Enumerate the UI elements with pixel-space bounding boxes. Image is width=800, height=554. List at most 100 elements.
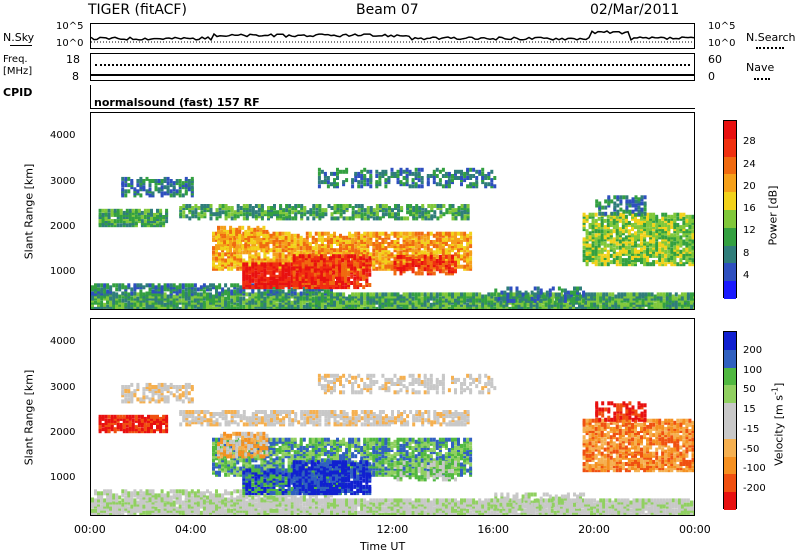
- power-cell: [263, 262, 267, 267]
- power-cell: [650, 292, 654, 297]
- power-cell: [618, 245, 622, 250]
- power-cell: [212, 231, 215, 236]
- power-cell: [405, 244, 409, 249]
- power-cell: [322, 264, 326, 269]
- power-cell: [408, 248, 412, 253]
- power-cell: [184, 183, 188, 188]
- power-cell: [320, 300, 324, 305]
- power-cell: [617, 294, 621, 299]
- power-cell: [127, 283, 131, 288]
- power-cell: [362, 285, 366, 290]
- power-cell: [109, 302, 113, 307]
- power-cell: [402, 300, 406, 305]
- power-cell: [460, 244, 463, 249]
- power-cell: [405, 294, 409, 299]
- power-cell: [466, 176, 470, 180]
- power-cell: [360, 174, 364, 178]
- power-cell: [247, 236, 251, 241]
- power-cell: [292, 268, 296, 273]
- power-cell: [399, 254, 403, 259]
- power-cell: [166, 176, 170, 181]
- power-cell: [163, 292, 167, 297]
- power-cell: [626, 300, 630, 305]
- power-cell: [584, 302, 588, 307]
- power-cell: [463, 174, 467, 178]
- power-cell: [329, 285, 332, 290]
- power-cell: [148, 183, 152, 188]
- power-cell: [326, 231, 330, 236]
- power-cell: [179, 214, 183, 219]
- power-cell: [278, 276, 282, 281]
- power-cell: [326, 250, 330, 255]
- power-cell: [320, 272, 324, 277]
- power-cell: [145, 300, 149, 305]
- power-cell: [429, 302, 433, 307]
- power-cell: [463, 210, 467, 215]
- power-cell: [505, 308, 509, 309]
- power-cell: [621, 214, 625, 219]
- power-cell: [469, 302, 473, 307]
- power-cell: [278, 289, 282, 294]
- power-cell: [438, 231, 442, 236]
- power-cell: [469, 174, 473, 178]
- power-cell: [372, 216, 376, 221]
- power-cell: [248, 254, 252, 259]
- power-cell: [345, 248, 349, 253]
- power-cell: [417, 171, 421, 176]
- power-cell: [414, 231, 418, 236]
- power-cell: [620, 300, 624, 305]
- power-cell: [282, 208, 286, 213]
- power-cell: [165, 210, 169, 215]
- power-cell: [262, 244, 266, 249]
- power-cell: [284, 274, 288, 279]
- power-cell: [233, 214, 237, 219]
- power-cell: [405, 174, 409, 178]
- power-cell: [299, 268, 303, 273]
- power-cell: [104, 217, 108, 221]
- power-cell: [363, 292, 367, 297]
- power-cell: [466, 204, 470, 208]
- power-cell: [363, 296, 367, 301]
- power-cell: [311, 296, 315, 301]
- power-cell: [615, 231, 619, 236]
- power-cell: [281, 270, 285, 275]
- power-cell: [447, 233, 451, 238]
- power-cell: [307, 281, 311, 285]
- power-cell: [594, 212, 598, 217]
- power-cell: [244, 246, 248, 251]
- power-cell: [378, 248, 382, 253]
- power-cell: [629, 302, 633, 307]
- power-heatmap: [91, 167, 694, 309]
- power-cell: [618, 249, 622, 254]
- power-cell: [172, 191, 176, 196]
- power-cell: [293, 300, 297, 305]
- power-cell: [402, 240, 406, 244]
- power-cell: [342, 250, 346, 255]
- power-cell: [136, 189, 140, 194]
- power-cell: [272, 276, 276, 281]
- power-cell: [278, 308, 282, 309]
- power-cell: [262, 246, 266, 251]
- power-cell: [251, 289, 255, 294]
- power-cell: [221, 252, 225, 257]
- power-cell: [304, 274, 308, 279]
- power-cell: [233, 289, 237, 294]
- power-cell: [281, 244, 285, 249]
- power-cell: [257, 254, 261, 259]
- power-cell: [345, 240, 349, 244]
- power-cell: [212, 237, 215, 242]
- power-cell: [285, 212, 289, 217]
- power-cell: [435, 174, 439, 178]
- power-cell: [653, 302, 657, 307]
- power-cell: [399, 263, 403, 268]
- power-cell: [290, 287, 294, 292]
- power-cell: [469, 184, 473, 189]
- power-cell: [594, 256, 598, 260]
- power-cell: [347, 264, 351, 269]
- power-cell: [275, 258, 279, 263]
- power-cell: [342, 169, 346, 174]
- power-cell: [439, 204, 443, 208]
- power-cell: [284, 264, 288, 269]
- power-cell: [276, 210, 279, 215]
- power-cell: [451, 174, 454, 178]
